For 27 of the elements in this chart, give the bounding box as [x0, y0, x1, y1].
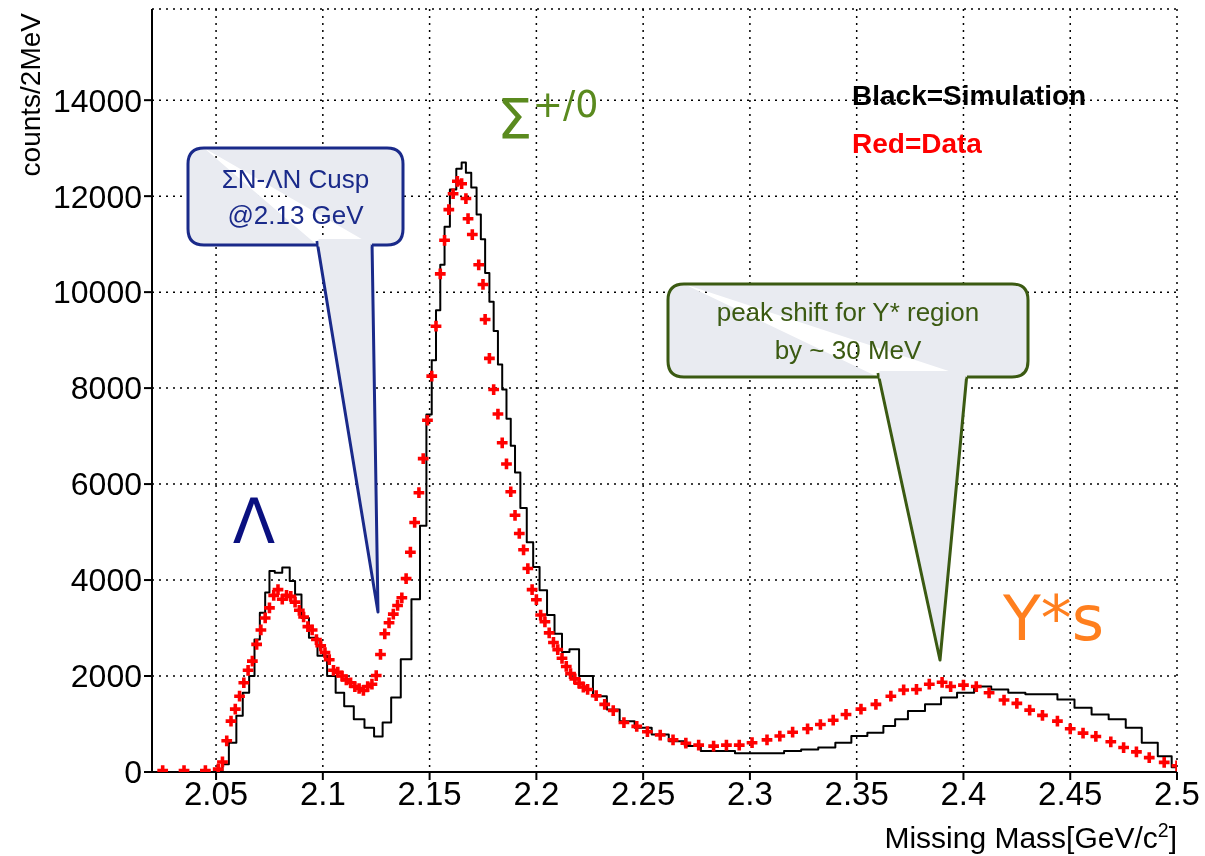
x-axis-title: Missing Mass[GeV/c$^{2}$]	[884, 819, 1177, 854]
x-tick-label: 2.35	[824, 775, 889, 813]
x-tick-label: 2.25	[611, 775, 676, 813]
y-tick-label: 14000	[53, 82, 142, 119]
x-tick-label: 2.4	[940, 775, 987, 813]
y-tick-label: 4000	[70, 562, 142, 599]
x-tick-label: 2.15	[397, 775, 462, 813]
annotation: Y*s	[1002, 582, 1105, 655]
annotation: ΣN-ΛN Cusp @2.13 GeV	[221, 163, 370, 230]
y-axis-title: counts/2MeV	[15, 12, 46, 177]
annotation: Red=Data	[852, 128, 983, 159]
annotation: Σ$^{+/0}$	[497, 82, 599, 151]
y-tick-label: 2000	[70, 658, 142, 695]
x-tick-label: 2.5	[1154, 775, 1200, 813]
y-tick-label: 12000	[53, 178, 142, 215]
annotation: Black=Simulation	[852, 80, 1087, 111]
y-tick-label: 6000	[70, 466, 142, 503]
y-tick-label: 8000	[70, 370, 142, 407]
x-tick-label: 2.2	[513, 775, 560, 813]
annotation: peak shift for Y* region by ~ 30 MeV	[716, 296, 980, 365]
x-tick-label: 2.1	[299, 775, 346, 813]
y-tick-label: 0	[124, 754, 142, 791]
x-tick-label: 2.05	[183, 775, 249, 813]
annotation: Λ	[232, 485, 276, 558]
x-tick-label: 2.3	[726, 775, 773, 813]
x-tick-label: 2.45	[1038, 775, 1103, 813]
y-tick-label: 10000	[53, 274, 142, 311]
